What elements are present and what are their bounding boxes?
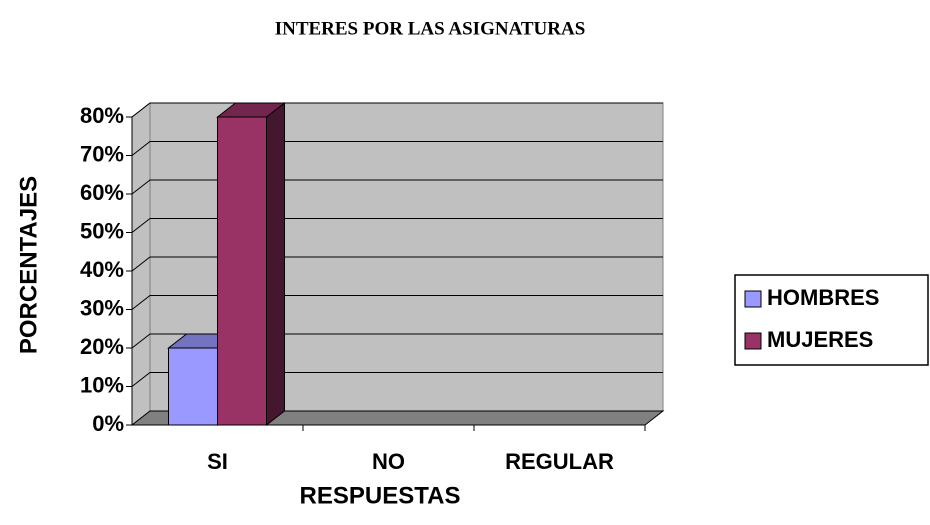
y-tick-label: 70% bbox=[80, 141, 124, 166]
y-tick-label: 40% bbox=[80, 257, 124, 282]
y-tick-label: 10% bbox=[80, 372, 124, 397]
grid-line bbox=[131, 218, 663, 233]
grid-line bbox=[131, 179, 663, 195]
x-tick-label: REGULAR bbox=[505, 449, 614, 474]
legend-swatch bbox=[744, 332, 762, 350]
y-tick-label: 60% bbox=[80, 180, 124, 205]
bar-side bbox=[266, 101, 285, 427]
legend-label: MUJERES bbox=[767, 327, 873, 352]
y-axis-label: PORCENTAJES bbox=[15, 176, 42, 354]
legend-swatch bbox=[744, 290, 762, 308]
grid-line bbox=[131, 333, 663, 349]
grid-line bbox=[131, 102, 663, 118]
x-tick-label: SI bbox=[207, 449, 228, 474]
y-tick-label: 20% bbox=[80, 334, 124, 359]
grid-line bbox=[131, 256, 663, 272]
grid-line bbox=[131, 372, 663, 387]
y-tick-label: 50% bbox=[80, 218, 124, 243]
bar-front bbox=[168, 347, 218, 426]
chart-title: INTERES POR LAS ASIGNATURAS bbox=[275, 18, 586, 39]
y-tick-label: 30% bbox=[80, 295, 124, 320]
legend-label: HOMBRES bbox=[767, 285, 879, 310]
x-axis-label: RESPUESTAS bbox=[300, 482, 461, 509]
y-tick-label: 0% bbox=[92, 411, 124, 436]
y-tick-label: 80% bbox=[80, 103, 124, 128]
grid-line bbox=[131, 141, 663, 156]
grid-line bbox=[131, 295, 663, 310]
bar bbox=[216, 101, 286, 427]
bar-front bbox=[217, 116, 267, 426]
x-tick-label: NO bbox=[372, 449, 405, 474]
legend-box bbox=[734, 274, 929, 366]
